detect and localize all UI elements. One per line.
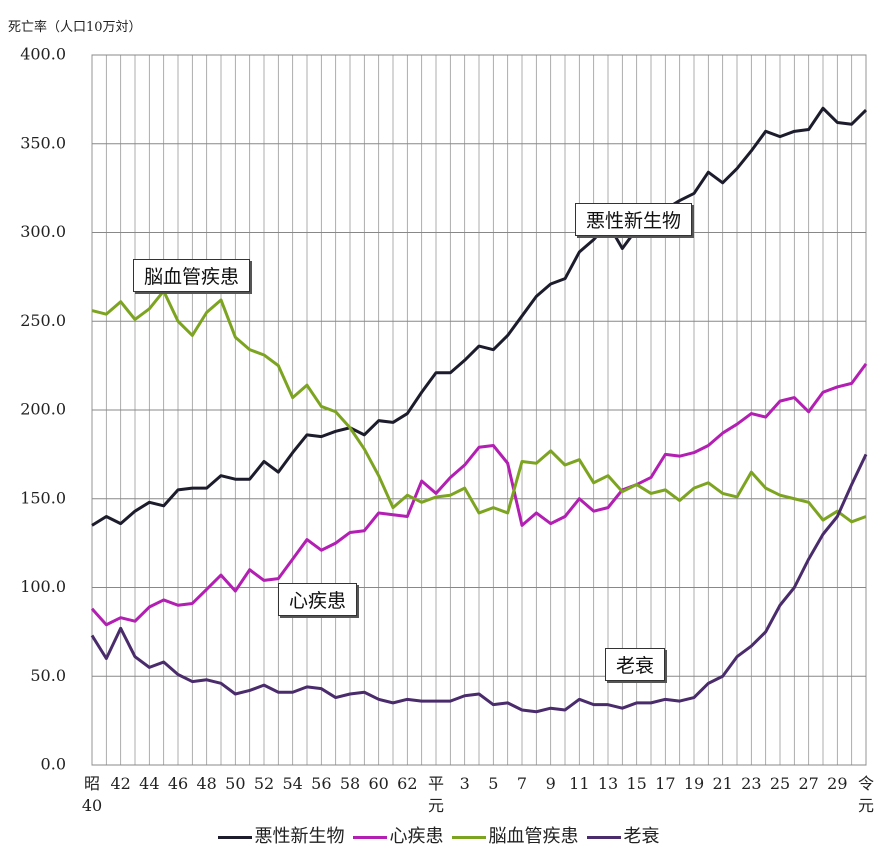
y-tick-label: 100.0 xyxy=(20,577,66,596)
legend-item: 脳血管疾患 xyxy=(451,822,579,848)
x-tick-label: 5 xyxy=(488,774,499,793)
annotation: 老衰 xyxy=(605,648,666,681)
annotation: 脳血管疾患 xyxy=(133,259,251,292)
legend-swatch xyxy=(352,835,387,839)
x-tick-label: 17 xyxy=(655,774,676,793)
y-tick-label: 250.0 xyxy=(20,311,66,330)
x-tick-label: 3 xyxy=(459,774,470,793)
legend-label: 悪性新生物 xyxy=(254,826,345,847)
y-tick-label: 50.0 xyxy=(30,666,66,685)
x-tick-label: 23 xyxy=(741,774,762,793)
y-tick-label: 200.0 xyxy=(20,400,66,419)
x-tick-label: 令 元 xyxy=(857,774,874,815)
x-tick-label: 昭 40 xyxy=(81,774,103,815)
x-tick-label: 60 xyxy=(368,774,389,793)
legend-item: 悪性新生物 xyxy=(217,822,345,848)
legend-label: 老衰 xyxy=(623,826,660,847)
x-tick-label: 58 xyxy=(339,774,361,793)
y-tick-label: 150.0 xyxy=(20,488,66,507)
x-tick-label: 48 xyxy=(196,774,217,793)
legend-swatch xyxy=(451,835,486,839)
legend-label: 脳血管疾患 xyxy=(488,826,579,847)
x-tick-label: 9 xyxy=(545,774,556,793)
y-axis-label: 死亡率（人口10万対） xyxy=(8,20,142,35)
x-tick-label: 62 xyxy=(397,774,418,793)
x-tick-label: 13 xyxy=(597,774,619,793)
annotation: 悪性新生物 xyxy=(575,203,693,236)
x-tick-label: 平 元 xyxy=(427,774,444,815)
x-tick-label: 46 xyxy=(167,774,189,793)
x-tick-label: 50 xyxy=(225,774,246,793)
legend: 悪性新生物 心疾患 脳血管疾患 老衰 xyxy=(0,822,877,848)
x-tick-label: 27 xyxy=(798,774,819,793)
x-tick-label: 42 xyxy=(110,774,131,793)
x-tick-label: 29 xyxy=(827,774,848,793)
x-tick-label: 11 xyxy=(569,774,590,793)
series-line xyxy=(90,362,868,627)
series-line xyxy=(91,106,868,527)
y-tick-label: 0.0 xyxy=(41,755,66,774)
legend-swatch xyxy=(217,835,252,839)
y-tick-label: 350.0 xyxy=(20,133,66,152)
series-line xyxy=(90,453,868,714)
legend-swatch xyxy=(586,835,621,839)
x-tick-label: 19 xyxy=(683,774,705,793)
x-tick-label: 15 xyxy=(626,774,647,793)
legend-label: 心疾患 xyxy=(389,826,444,847)
x-tick-label: 25 xyxy=(769,774,791,793)
legend-item: 心疾患 xyxy=(352,822,444,848)
y-tick-label: 300.0 xyxy=(20,222,66,241)
series-line xyxy=(91,289,867,524)
annotation: 心疾患 xyxy=(278,583,358,616)
x-tick-label: 21 xyxy=(712,774,733,793)
x-tick-label: 52 xyxy=(253,774,275,793)
y-tick-label: 400.0 xyxy=(20,45,66,64)
x-tick-label: 7 xyxy=(516,774,528,793)
legend-item: 老衰 xyxy=(586,822,660,848)
x-tick-label: 56 xyxy=(311,774,332,793)
x-tick-label: 44 xyxy=(139,774,160,793)
x-tick-label: 54 xyxy=(282,774,303,793)
